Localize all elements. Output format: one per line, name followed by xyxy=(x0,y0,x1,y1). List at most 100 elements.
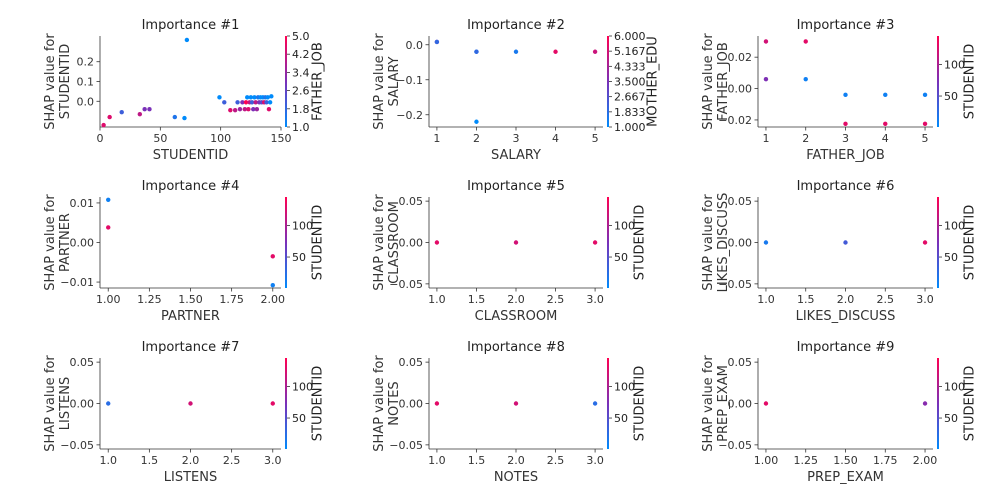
y-axis-label-line-2: SALARY xyxy=(387,56,402,106)
colorbar-tick-label: 4.2 xyxy=(292,48,310,61)
colorbar-label: STUDENTID xyxy=(633,205,648,280)
data-point xyxy=(265,95,270,100)
y-tick-label: 0.00 xyxy=(70,398,95,411)
data-point xyxy=(245,95,250,100)
colorbar-tick-label: 1.000 xyxy=(614,121,646,134)
data-point xyxy=(434,240,440,245)
data-point xyxy=(248,95,254,100)
x-tick-label: 2.5 xyxy=(223,454,241,467)
x-tick-label: 1.00 xyxy=(754,454,779,467)
colorbar-tick-label: 100 xyxy=(944,380,965,393)
x-tick-label: 50 xyxy=(153,132,167,145)
colorbar xyxy=(937,358,939,449)
data-point xyxy=(188,401,193,406)
y-tick-label: 0.0 xyxy=(77,95,95,108)
subplot-title: Importance #6 xyxy=(797,179,895,194)
y-tick-label: −0.05 xyxy=(389,439,423,452)
x-tick-label: 0 xyxy=(97,132,104,145)
y-tick-label: 0.05 xyxy=(399,356,424,369)
colorbar-tick-label: 100 xyxy=(944,219,965,232)
x-tick-label: 3.0 xyxy=(586,454,604,467)
colorbar xyxy=(285,358,287,449)
y-axis-label-line-2: LIKES_DISCUSS xyxy=(716,193,731,293)
data-point xyxy=(106,225,111,230)
y-axis-label-line-1: SHAP value for xyxy=(701,33,716,130)
y-tick-label: −0.2 xyxy=(396,109,423,122)
y-tick-label: −0.01 xyxy=(60,276,94,289)
x-axis-label: LISTENS xyxy=(164,470,217,485)
colorbar-tick-label: 100 xyxy=(944,58,965,71)
y-tick-label: 0.02 xyxy=(728,51,753,64)
data-point xyxy=(270,401,275,406)
subplot-2: Importance #21 2 3 4 50.0−0.1−0.2SALARYSHAP … xyxy=(372,18,661,163)
x-tick-label: 2.5 xyxy=(547,454,565,467)
data-point xyxy=(513,49,519,54)
data-point xyxy=(264,100,269,105)
colorbar-tick-label: 100 xyxy=(614,219,635,232)
x-axis-label: CLASSROOM xyxy=(475,309,558,324)
colorbar-label: STUDENTID xyxy=(963,205,978,280)
data-point xyxy=(242,106,247,112)
data-point xyxy=(172,114,178,120)
x-tick-label: 1.0 xyxy=(428,454,446,467)
x-tick-label: 3.0 xyxy=(916,293,934,306)
y-axis-label-line-2: PARTNER xyxy=(58,213,73,272)
colorbar-label: STUDENTID xyxy=(633,366,648,441)
subplot-title: Importance #2 xyxy=(467,18,565,33)
y-tick-label: 0.00 xyxy=(728,398,753,411)
y-tick-label: 0.05 xyxy=(728,356,753,369)
colorbar xyxy=(937,36,939,127)
data-point xyxy=(252,95,257,100)
data-point xyxy=(763,401,769,406)
x-axis-label: LIKES_DISCUSS xyxy=(796,309,896,324)
x-tick-label: 1.25 xyxy=(137,293,162,306)
colorbar-tick-label: 50 xyxy=(944,412,958,425)
data-point xyxy=(266,106,272,112)
x-tick-label: 2.0 xyxy=(182,454,200,467)
x-tick-label: 2.0 xyxy=(507,454,525,467)
y-tick-label: 0.00 xyxy=(399,237,424,250)
data-point xyxy=(107,114,112,120)
data-point xyxy=(184,37,190,43)
data-point xyxy=(267,100,273,105)
data-point xyxy=(883,121,888,127)
x-axis-label: PREP_EXAM xyxy=(807,470,884,485)
data-point xyxy=(434,39,440,45)
x-tick-label: 1.0 xyxy=(757,293,775,306)
colorbar-tick-label: 4.333 xyxy=(614,60,646,73)
colorbar-tick-label: 100 xyxy=(292,380,313,393)
colorbar xyxy=(285,36,287,127)
subplot-1: Importance #1 0 50 100 150 0.0 0.1 0.2 STUDENTID… xyxy=(43,18,326,163)
y-axis-label-line-1: SHAP value for xyxy=(372,33,387,130)
colorbar-tick-label: 1.0 xyxy=(292,121,310,134)
y-tick-label: −0.05 xyxy=(718,278,752,291)
data-point xyxy=(922,240,928,245)
x-tick-label: 3.0 xyxy=(586,293,604,306)
x-tick-label: 1.5 xyxy=(141,454,159,467)
data-point xyxy=(240,100,245,105)
data-point xyxy=(513,401,519,406)
colorbar-tick-label: 3.500 xyxy=(614,76,646,89)
subplot-title: Importance #7 xyxy=(142,340,240,355)
x-tick-label: 2.0 xyxy=(837,293,855,306)
data-point xyxy=(222,100,227,105)
y-axis-label-line-1: SHAP value for xyxy=(43,194,58,291)
x-axis-label: STUDENTID xyxy=(153,148,228,163)
data-point xyxy=(137,111,143,117)
colorbar xyxy=(285,197,287,288)
y-tick-label: 0.05 xyxy=(399,195,424,208)
y-axis-label-line-1: SHAP value for xyxy=(372,194,387,291)
colorbar-label: FATHER_JOB xyxy=(311,42,326,121)
data-point xyxy=(922,92,928,98)
x-tick-label: 1.5 xyxy=(468,293,486,306)
data-point xyxy=(270,254,275,259)
colorbar-tick-label: 50 xyxy=(614,412,628,425)
x-tick-label: 5 xyxy=(592,132,599,145)
x-tick-label: 2.5 xyxy=(877,293,895,306)
y-tick-label: −0.05 xyxy=(389,278,423,291)
data-point xyxy=(106,197,111,202)
y-axis-label-line-2: FATHER_JOB xyxy=(716,42,731,121)
y-tick-label: 0.00 xyxy=(728,237,753,250)
x-tick-label: 1.5 xyxy=(468,454,486,467)
